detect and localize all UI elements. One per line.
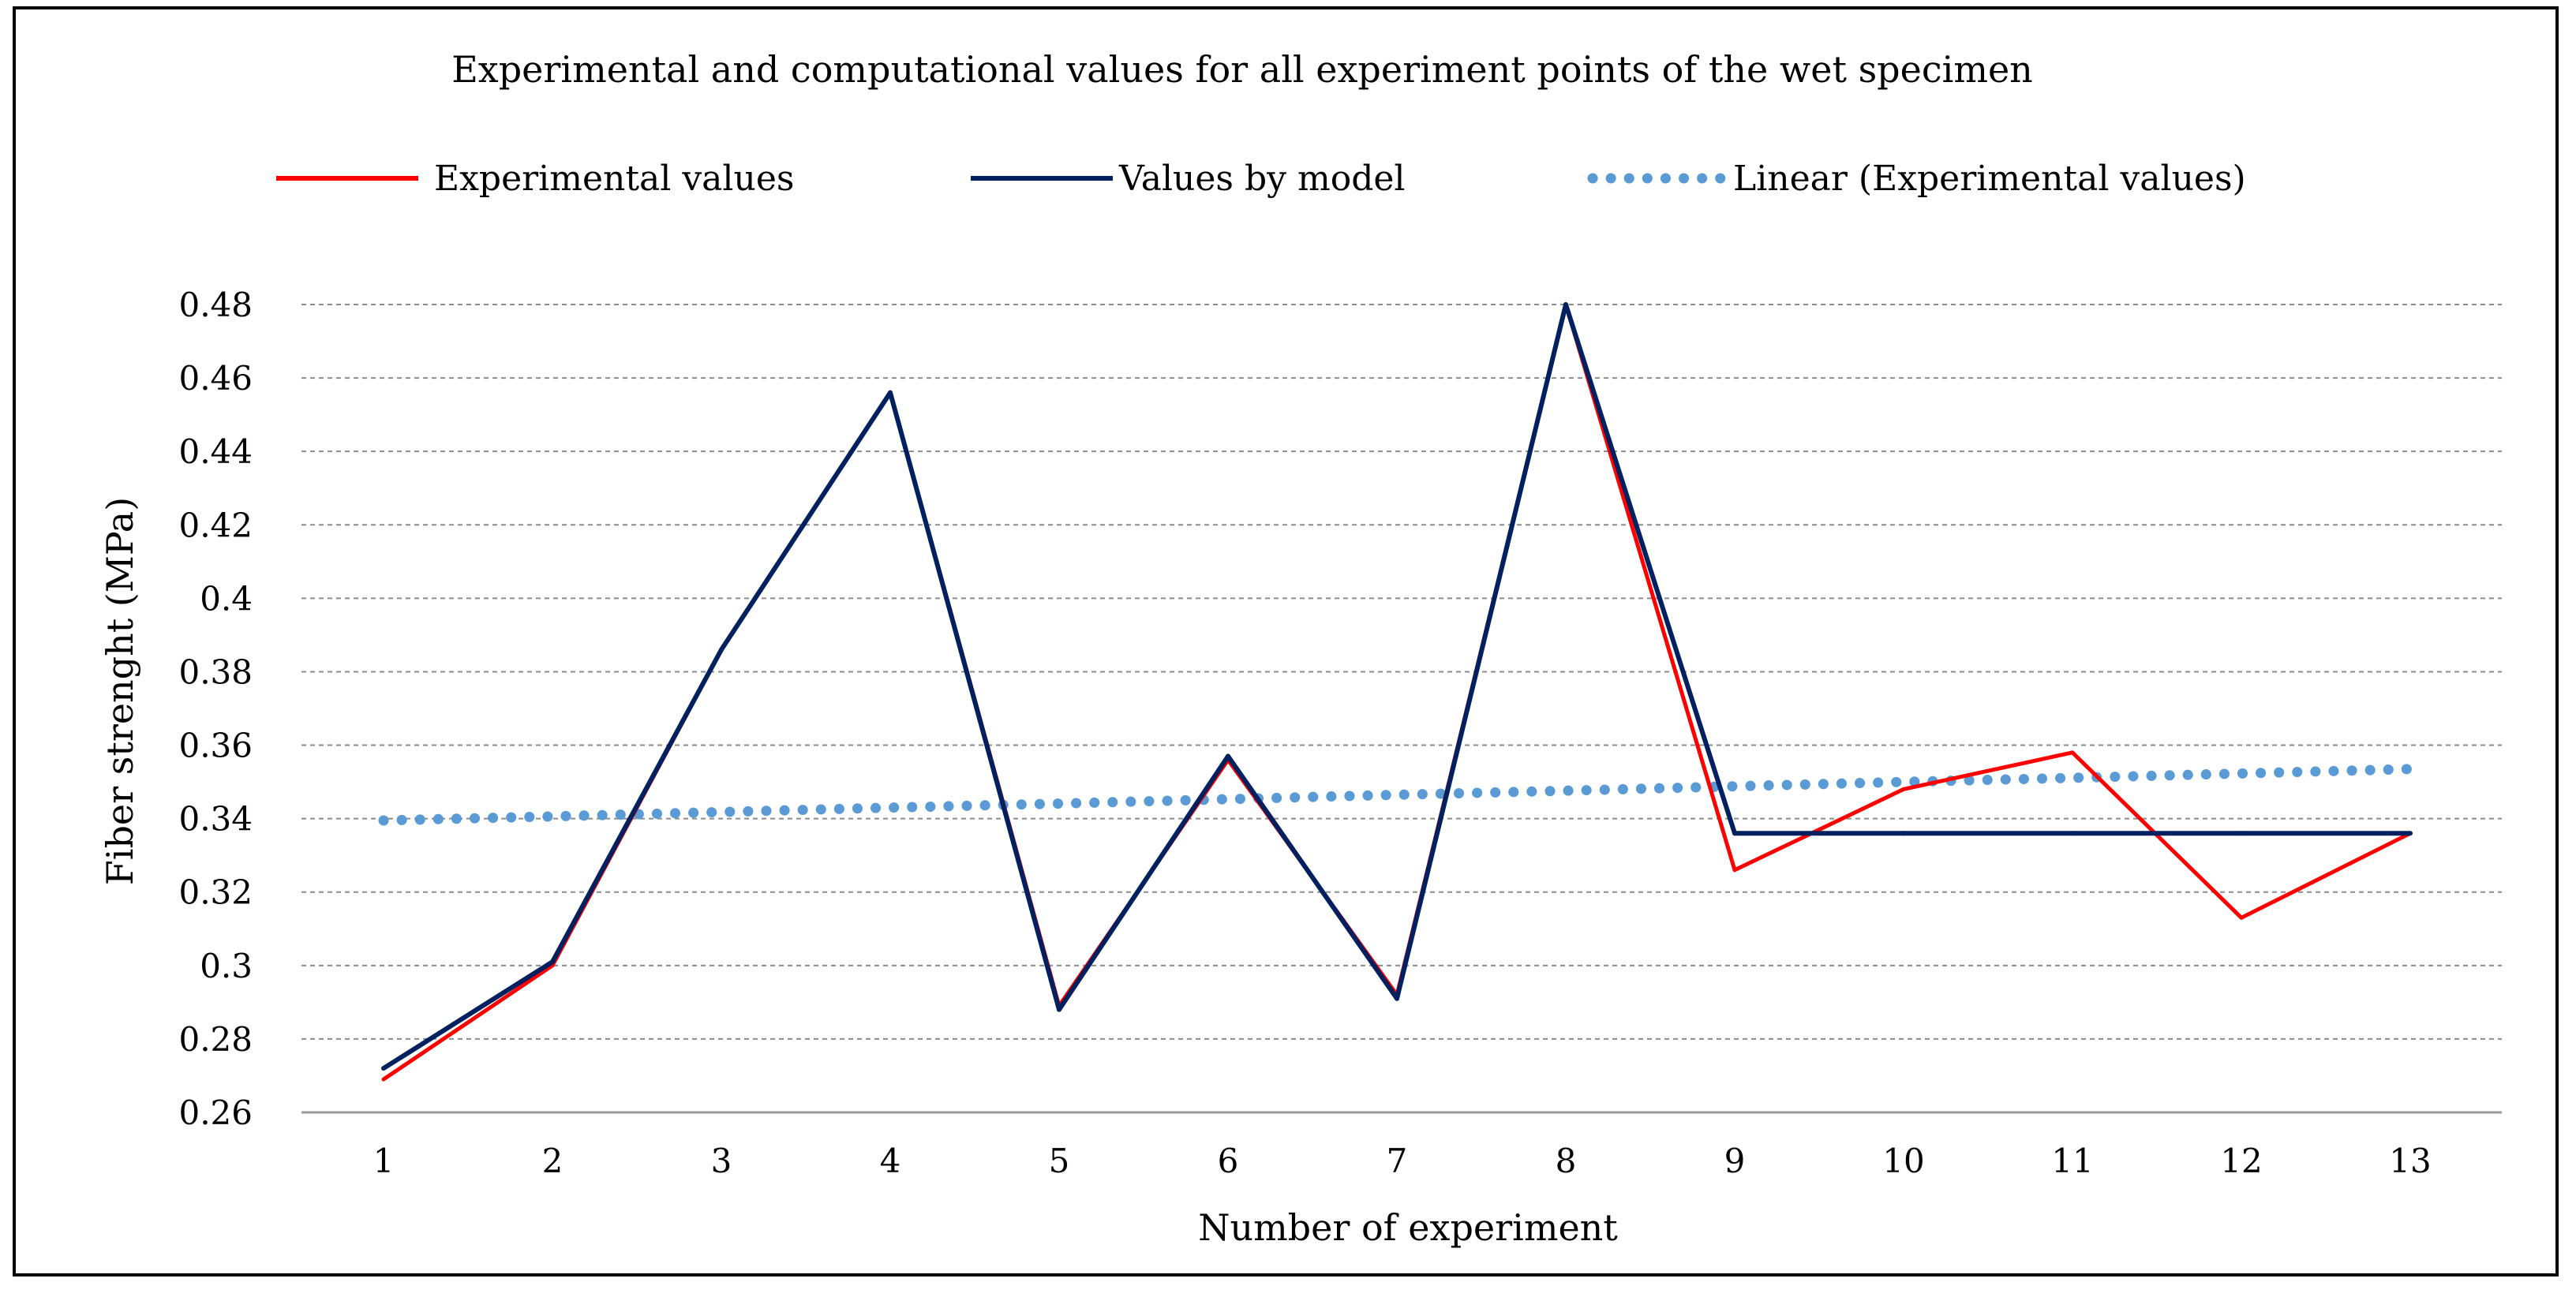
series-lines: [378, 302, 2416, 1082]
x-tick-label: 1: [373, 1142, 395, 1180]
line-chart: Experimental and computational values fo…: [99, 48, 2502, 1249]
y-tick-label: 0.26: [178, 1093, 253, 1132]
x-tick-label: 3: [711, 1142, 732, 1180]
legend-label: Values by model: [1118, 159, 1405, 199]
data-point: [552, 965, 553, 966]
line-segment: [1226, 753, 1399, 1001]
x-axis-ticks: 1 2 3 4 5 6 7 8 9 10 11 12 13: [373, 1142, 2432, 1180]
line-segment: [888, 390, 1061, 1012]
x-tick-label: 9: [1724, 1142, 1746, 1180]
data-point: [1058, 1009, 1060, 1011]
legend-label: Experimental values: [434, 159, 794, 199]
data-point: [721, 649, 722, 651]
legend-item: Values by model: [971, 159, 1405, 199]
line-segment: [1732, 787, 1906, 873]
chart-title: Experimental and computational values fo…: [451, 48, 2033, 91]
data-point: [1396, 998, 1398, 1000]
x-tick-label: 11: [2051, 1142, 2093, 1180]
y-tick-label: 0.3: [200, 947, 253, 985]
y-tick-label: 0.48: [178, 286, 253, 324]
y-tick-label: 0.36: [178, 727, 253, 765]
line-segment: [381, 959, 555, 1071]
line-segment: [1563, 302, 1737, 836]
line-segment: [381, 963, 555, 1082]
x-tick-label: 10: [1882, 1142, 1924, 1180]
x-tick-label: 6: [1218, 1142, 1239, 1180]
x-tick-label: 7: [1387, 1142, 1408, 1180]
line-segment: [1395, 302, 1568, 1001]
line-segment: [1057, 753, 1230, 1012]
series-model: [381, 302, 2413, 1071]
y-tick-label: 0.32: [178, 873, 253, 912]
legend-label: Linear (Experimental values): [1733, 159, 2246, 199]
x-tick-label: 2: [542, 1142, 564, 1180]
y-tick-label: 0.34: [178, 800, 253, 839]
x-tick-label: 12: [2220, 1142, 2262, 1180]
y-tick-label: 0.28: [178, 1020, 253, 1059]
y-axis-ticks: 0.26 0.28 0.3 0.32 0.34 0.36 0.38 0.4 0.42 0.44 0.…: [178, 286, 253, 1132]
legend-item: Experimental values: [276, 159, 794, 199]
y-tick-label: 0.44: [178, 432, 253, 471]
y-tick-label: 0.38: [178, 652, 253, 691]
y-tick-label: 0.4: [200, 579, 253, 618]
gridlines: [301, 304, 2502, 1114]
data-point: [2409, 832, 2411, 834]
data-point: [1227, 756, 1229, 757]
chart-legend: Experimental values Values by model Linear…: [276, 159, 2246, 199]
data-point: [2072, 832, 2073, 834]
line-segment: [719, 390, 893, 652]
x-tick-label: 13: [2389, 1142, 2431, 1180]
x-axis-label: Number of experiment: [1198, 1206, 1618, 1249]
line-segment: [2239, 831, 2413, 920]
x-tick-label: 4: [880, 1142, 901, 1180]
data-point: [2072, 752, 2073, 753]
y-tick-label: 0.46: [178, 359, 253, 398]
series-linear-trend: [378, 764, 2416, 826]
legend-item: Linear (Experimental values): [1587, 159, 2246, 199]
x-tick-label: 8: [1556, 1142, 1577, 1180]
chart-frame: Experimental and computational values fo…: [13, 6, 2559, 1276]
y-axis-label: Fiber strenght (MPa): [99, 497, 141, 885]
line-segment: [550, 647, 724, 965]
series-experimental: [381, 302, 2413, 1082]
data-point: [2241, 832, 2242, 834]
line-segment: [1901, 750, 2075, 791]
data-point: [889, 392, 891, 394]
trend-line: [378, 764, 2416, 826]
y-tick-label: 0.42: [178, 506, 253, 544]
x-tick-label: 5: [1049, 1142, 1070, 1180]
